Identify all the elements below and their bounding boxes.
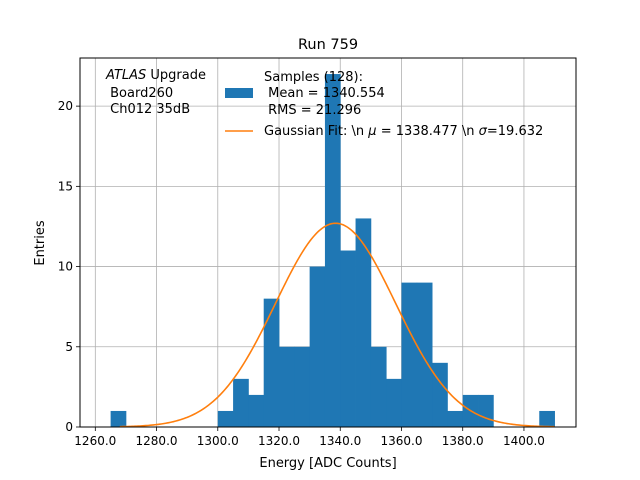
x-tick-label: 1320.0 — [258, 434, 300, 448]
histogram-bar — [432, 362, 448, 427]
legend-samples-swatch — [225, 88, 253, 98]
histogram-bar — [416, 282, 433, 427]
y-axis-ticks: 0 5 10 15 20 — [58, 99, 80, 434]
histogram-bar — [110, 410, 127, 427]
axes-frame — [79, 57, 577, 428]
annotation-upgrade: Upgrade — [146, 68, 206, 83]
histogram-bar — [233, 378, 249, 427]
annotation-line-2: Board260 — [106, 86, 173, 101]
y-tick-label: 10 — [58, 260, 73, 274]
y-tick-label: 20 — [58, 99, 73, 113]
legend-samples-line-2: Mean = 1340.554 — [264, 86, 385, 101]
histogram-bar — [355, 218, 372, 427]
gaussian-fit-curve — [119, 222, 555, 428]
atlas-annotation: ATLAS Upgrade Board260 Ch012 35dB — [105, 68, 206, 117]
histogram-bar — [309, 266, 326, 427]
x-tick-label: 1380.0 — [442, 434, 484, 448]
x-tick-label: 1260.0 — [74, 434, 116, 448]
histogram-bar — [324, 74, 341, 427]
chart-title: Run 759 — [298, 37, 358, 53]
legend-fit-suffix: =19.632 — [487, 124, 543, 139]
annotation-line-1: ATLAS Upgrade — [105, 68, 206, 83]
y-tick-label: 15 — [58, 179, 73, 193]
x-axis-label: Energy [ADC Counts] — [259, 456, 396, 471]
legend: Samples (128): Mean = 1340.554 RMS = 21.… — [225, 70, 543, 139]
y-tick-label: 0 — [65, 420, 73, 434]
legend-fit-prefix: Gaussian Fit: \n — [264, 124, 368, 139]
annotation-line-3: Ch012 35dB — [106, 102, 190, 117]
histogram-bar — [386, 378, 402, 427]
legend-fit-mu: μ — [367, 124, 376, 139]
annotation-atlas: ATLAS — [105, 68, 146, 83]
x-tick-label: 1300.0 — [197, 434, 239, 448]
legend-samples-line-3: RMS = 21.296 — [264, 103, 361, 118]
x-tick-label: 1340.0 — [319, 434, 361, 448]
histogram-bar — [370, 346, 387, 427]
legend-fit-mid: = 1338.477 \n — [377, 124, 479, 139]
x-tick-label: 1280.0 — [136, 434, 178, 448]
histogram-bar — [340, 250, 356, 427]
histogram-bar — [447, 410, 464, 427]
x-tick-label: 1400.0 — [503, 434, 545, 448]
legend-fit-label: Gaussian Fit: \n μ = 1338.477 \n σ=19.63… — [264, 124, 543, 139]
histogram-bar — [539, 410, 555, 427]
x-axis-ticks: 1260.0 1280.0 1300.0 1320.0 1340.0 1360.0 1380… — [74, 427, 545, 448]
histogram-bar — [248, 394, 265, 427]
histogram-bar — [279, 346, 295, 427]
y-axis-label: Entries — [33, 220, 48, 266]
histogram-bar — [478, 394, 494, 427]
histogram-bars — [110, 74, 555, 427]
legend-fit-sigma: σ — [479, 124, 488, 139]
legend-samples-line-1: Samples (128): — [264, 70, 363, 85]
y-tick-label: 5 — [65, 340, 73, 354]
histogram-bar — [401, 282, 418, 427]
histogram-bar — [263, 298, 280, 427]
x-tick-label: 1360.0 — [380, 434, 422, 448]
histogram-bar — [217, 410, 234, 427]
histogram-bar — [294, 346, 311, 427]
